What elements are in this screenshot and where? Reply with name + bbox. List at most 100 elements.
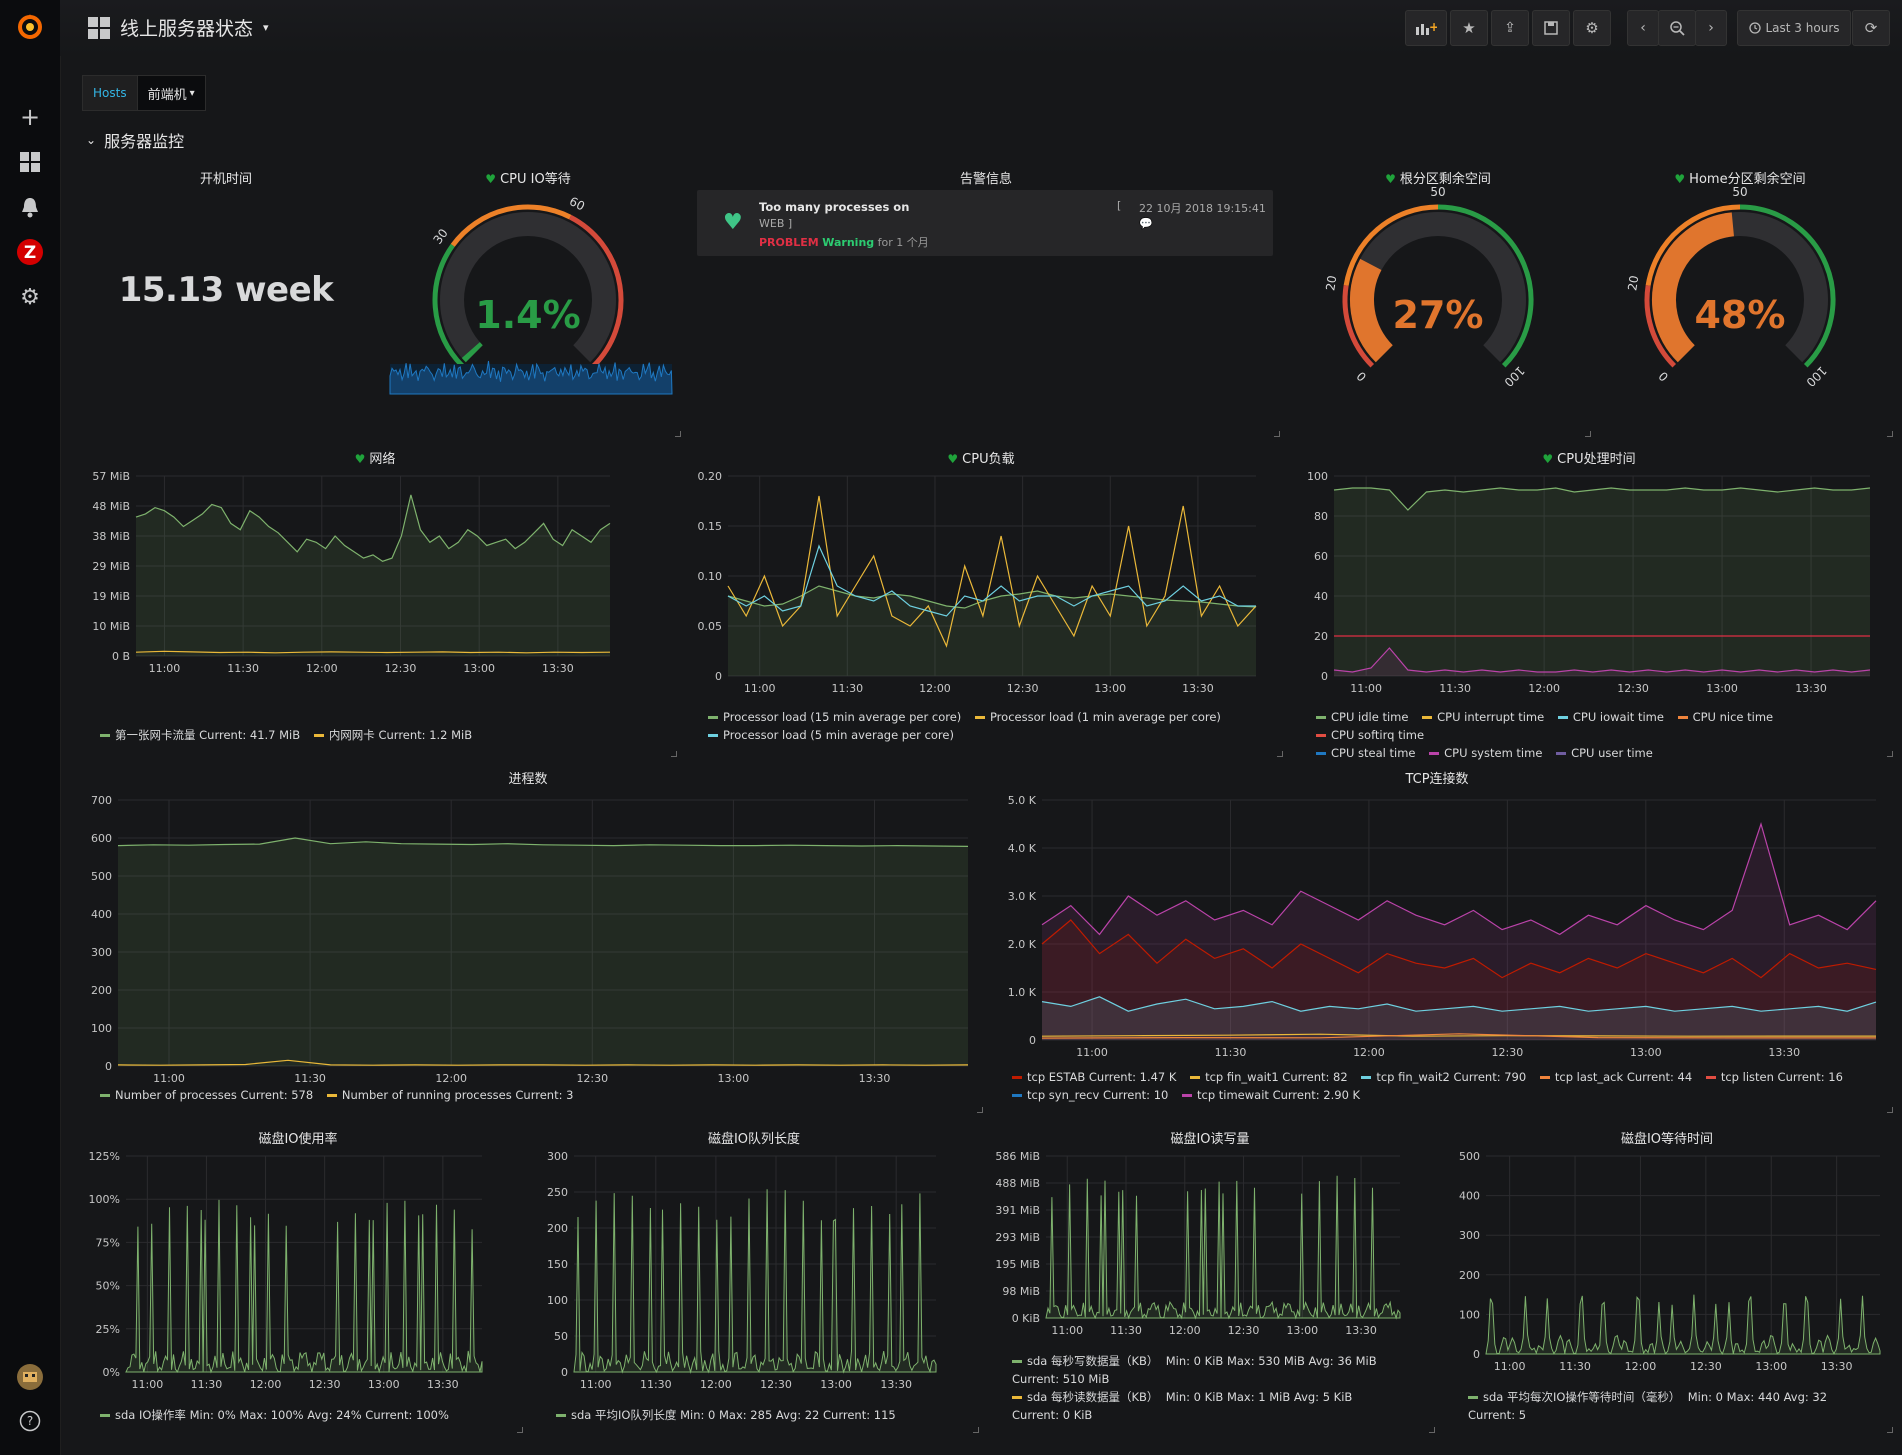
variable-select-hosts[interactable]: 前端机 ▾	[137, 75, 206, 111]
panel-title[interactable]: 磁盘IO读写量	[1170, 1132, 1250, 1147]
refresh-button[interactable]: ⟳	[1852, 10, 1890, 46]
panel-title[interactable]: 进程数	[508, 772, 548, 787]
resize-handle[interactable]	[1429, 1427, 1435, 1433]
save-button[interactable]	[1532, 10, 1570, 46]
x-tick-label: 11:00	[1350, 682, 1382, 695]
zoom-out-button[interactable]	[1658, 10, 1696, 46]
panel-title-row[interactable]: ♥ 网络	[78, 448, 672, 467]
add-panel-button[interactable]: +	[1405, 10, 1447, 46]
x-tick-label: 11:00	[1494, 1360, 1526, 1373]
resize-handle[interactable]	[1274, 431, 1280, 437]
series-line	[1041, 1033, 1876, 1037]
alert-item[interactable]: ♥ Too many processes on WEB ] PROBLEM Wa…	[697, 190, 1273, 256]
y-tick-label: 0.05	[698, 620, 723, 633]
panel-title-row[interactable]: ♥ 根分区剩余空间	[1290, 168, 1586, 187]
legend-item[interactable]: sda IO操作率 Min: 0% Max: 100% Avg: 24% Cur…	[100, 1406, 449, 1424]
resize-handle[interactable]	[1887, 1427, 1893, 1433]
legend-item[interactable]: Processor load (15 min average per core)	[708, 708, 961, 726]
legend-item[interactable]: Number of processes Current: 578	[100, 1086, 313, 1104]
time-back-button[interactable]: ‹	[1627, 10, 1659, 46]
legend-item[interactable]: CPU user time	[1556, 744, 1653, 762]
x-tick-label: 13:30	[1345, 1324, 1377, 1337]
legend-item[interactable]: Processor load (5 min average per core)	[708, 726, 954, 744]
legend-item[interactable]: tcp fin_wait1 Current: 82	[1190, 1068, 1348, 1086]
panel-title[interactable]: 磁盘IO等待时间	[1620, 1132, 1714, 1147]
resize-handle[interactable]	[1585, 431, 1591, 437]
row-header[interactable]: ⌄ 服务器监控	[86, 128, 184, 152]
share-button[interactable]: ⇪	[1491, 10, 1529, 46]
series-line	[1045, 1175, 1401, 1320]
legend-item[interactable]: tcp ESTAB Current: 1.47 K	[1012, 1068, 1176, 1086]
panel-title-row[interactable]: ♥ Home分区剩余空间	[1592, 168, 1888, 187]
resize-handle[interactable]	[1887, 1107, 1893, 1113]
plus-icon[interactable]: +	[19, 103, 41, 131]
settings-button[interactable]: ⚙	[1573, 10, 1611, 46]
panel-title-row[interactable]: ♥ CPU IO等待	[380, 168, 676, 187]
x-tick-label: 11:00	[153, 1072, 185, 1085]
legend-item[interactable]: CPU softirq time	[1316, 726, 1424, 744]
star-button[interactable]: ★	[1450, 10, 1488, 46]
y-tick-label: 0	[715, 670, 722, 683]
legend-item[interactable]: Number of running processes Current: 3	[326, 1086, 573, 1104]
grafana-logo-icon[interactable]	[13, 10, 47, 44]
panel-title-row[interactable]: ♥ CPU负载	[684, 448, 1278, 467]
legend-item[interactable]: sda 每秒写数据量（KB） Min: 0 KiB Max: 530 MiB A…	[1012, 1352, 1432, 1370]
legend-item[interactable]: sda 平均每次IO操作等待时间（毫秒） Min: 0 Max: 440 Avg…	[1468, 1388, 1888, 1406]
template-variables: Hosts 前端机 ▾	[82, 75, 206, 111]
time-forward-button[interactable]: ›	[1695, 10, 1727, 46]
legend-item[interactable]: tcp syn_recv Current: 10	[1012, 1086, 1168, 1104]
legend-item[interactable]: sda 每秒读数据量（KB） Min: 0 KiB Max: 1 MiB Avg…	[1012, 1388, 1432, 1406]
legend-item[interactable]: CPU system time	[1429, 744, 1542, 762]
gear-icon[interactable]: ⚙	[20, 284, 40, 310]
avatar[interactable]	[13, 1360, 47, 1394]
resize-handle[interactable]	[1887, 751, 1893, 757]
resize-handle[interactable]	[675, 431, 681, 437]
time-picker[interactable]: Last 3 hours	[1737, 10, 1851, 46]
panel-title[interactable]: 告警信息	[959, 172, 1012, 187]
series-area	[118, 838, 968, 1066]
resize-handle[interactable]	[671, 751, 677, 757]
series-line	[135, 650, 611, 654]
resize-handle[interactable]	[977, 1107, 983, 1113]
chart-disk-rw: 0 KiB 98 MiB 195 MiB 293 MiB 391 MiB 488 MiB 5…	[995, 1150, 1401, 1337]
gauge-tick-label: 20	[1625, 274, 1641, 291]
resize-handle[interactable]	[517, 1427, 523, 1433]
zabbix-icon[interactable]: Z	[13, 235, 47, 269]
y-tick-label: 57 MiB	[92, 470, 130, 483]
series-area	[136, 494, 610, 656]
legend-item[interactable]: tcp listen Current: 16	[1705, 1068, 1843, 1086]
y-tick-label: 150	[547, 1258, 568, 1271]
panel-cpu-time: ♥ CPU处理时间 0 20 40 60 80 100 11:00 11:30 12:00 12:3…	[1290, 448, 1893, 760]
panel-title[interactable]: 开机时间	[199, 172, 252, 187]
legend-item[interactable]: CPU idle time	[1316, 708, 1408, 726]
resize-handle[interactable]	[1887, 431, 1893, 437]
legend-item[interactable]: CPU steal time	[1316, 744, 1416, 762]
panel-title: CPU IO等待	[500, 172, 571, 187]
clock-icon	[1748, 22, 1761, 34]
legend-item[interactable]: 第一张网卡流量 Current: 41.7 MiB	[100, 726, 300, 744]
legend-item[interactable]: Processor load (1 min average per core)	[974, 708, 1221, 726]
panel-title[interactable]: 磁盘IO使用率	[258, 1132, 338, 1147]
x-tick-label: 12:00	[250, 1378, 282, 1391]
panel-title[interactable]: TCP连接数	[1405, 772, 1469, 787]
legend-item[interactable]: CPU nice time	[1677, 708, 1773, 726]
legend-item[interactable]: CPU interrupt time	[1422, 708, 1544, 726]
legend-item[interactable]: CPU iowait time	[1557, 708, 1664, 726]
share-icon: ⇪	[1504, 20, 1516, 36]
panel-title-row[interactable]: ♥ CPU处理时间	[1290, 448, 1888, 467]
legend-item[interactable]: tcp timewait Current: 2.90 K	[1181, 1086, 1360, 1104]
dashboard-title-picker[interactable]: 线上服务器状态 ▾	[88, 14, 269, 41]
resize-handle[interactable]	[973, 1427, 979, 1433]
bell-icon[interactable]	[13, 190, 47, 224]
series-line	[1041, 821, 1877, 936]
panel-title[interactable]: 磁盘IO队列长度	[707, 1132, 801, 1147]
resize-handle[interactable]	[1277, 751, 1283, 757]
x-tick-label: 12:00	[435, 1072, 467, 1085]
legend-item[interactable]: tcp last_ack Current: 44	[1539, 1068, 1692, 1086]
legend-item[interactable]: sda 平均IO队列长度 Min: 0 Max: 285 Avg: 22 Cur…	[556, 1406, 896, 1424]
panel-network: ♥ 网络 0 B 10 MiB 19 MiB 29 MiB 38 MiB 48 MiB 57 …	[78, 448, 677, 757]
help-icon[interactable]: ?	[13, 1404, 47, 1438]
legend-item[interactable]: tcp fin_wait2 Current: 790	[1361, 1068, 1526, 1086]
dashboards-icon[interactable]	[13, 145, 47, 179]
legend-item[interactable]: 内网网卡 Current: 1.2 MiB	[313, 726, 472, 744]
